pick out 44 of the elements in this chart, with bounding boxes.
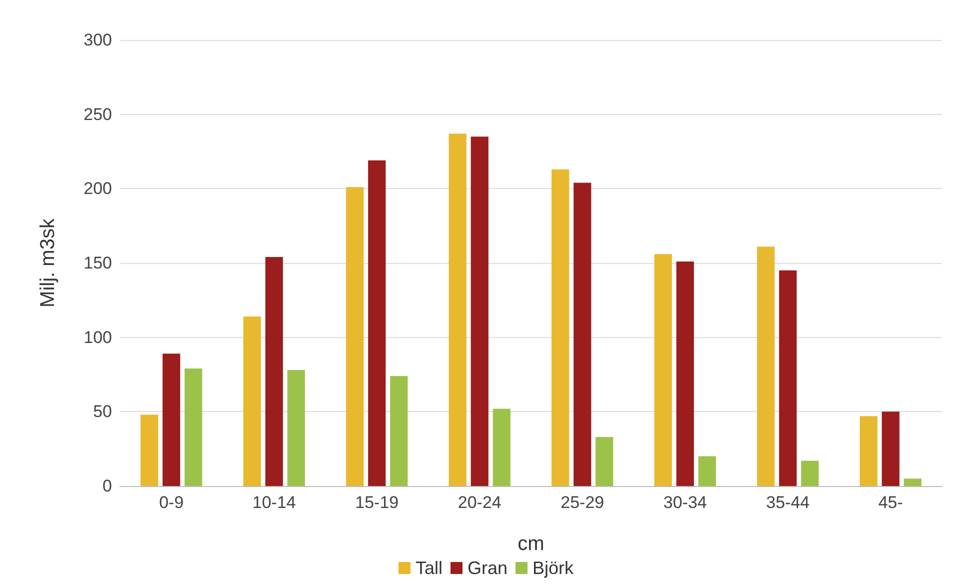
bar xyxy=(265,257,283,486)
x-tick-label: 45- xyxy=(878,493,903,512)
y-tick-label: 0 xyxy=(102,476,112,496)
y-tick-label: 200 xyxy=(84,179,112,198)
bar xyxy=(243,316,261,486)
bar xyxy=(904,478,922,486)
bar xyxy=(860,416,878,486)
bar xyxy=(596,436,614,486)
y-tick-label: 300 xyxy=(84,30,112,50)
bar xyxy=(368,160,386,486)
bar xyxy=(801,460,819,486)
bar xyxy=(654,254,672,486)
x-tick-label: 10-14 xyxy=(252,493,296,512)
x-tick-label: 35-44 xyxy=(766,493,810,512)
y-tick-label: 150 xyxy=(84,254,112,272)
x-tick-label: 20-24 xyxy=(458,493,502,512)
legend-label: Tall xyxy=(415,558,442,578)
bar xyxy=(492,408,510,486)
y-axis-title: Milj. m3sk xyxy=(37,218,59,308)
bar xyxy=(140,414,158,486)
bar xyxy=(779,270,797,486)
bar xyxy=(698,456,716,486)
bar xyxy=(184,368,202,486)
bar xyxy=(390,376,408,486)
y-tick-label: 250 xyxy=(84,104,112,124)
y-tick-label: 100 xyxy=(84,328,112,347)
legend-label: Gran xyxy=(467,558,508,578)
bar xyxy=(882,412,900,486)
bar xyxy=(346,187,364,486)
bar xyxy=(448,134,466,486)
bar xyxy=(574,182,592,486)
x-tick-label: 25-29 xyxy=(560,493,604,512)
x-tick-label: 30-34 xyxy=(663,493,707,512)
bar xyxy=(470,136,488,486)
bar xyxy=(676,262,694,486)
x-axis-title: cm xyxy=(518,533,544,555)
bar xyxy=(757,246,775,486)
bar xyxy=(162,354,180,486)
x-tick-label: 0-9 xyxy=(159,493,184,512)
legend-label: Björk xyxy=(532,558,575,578)
bar xyxy=(287,370,305,486)
bar xyxy=(552,169,570,486)
y-tick-label: 50 xyxy=(93,402,112,422)
x-tick-label: 15-19 xyxy=(355,493,399,512)
